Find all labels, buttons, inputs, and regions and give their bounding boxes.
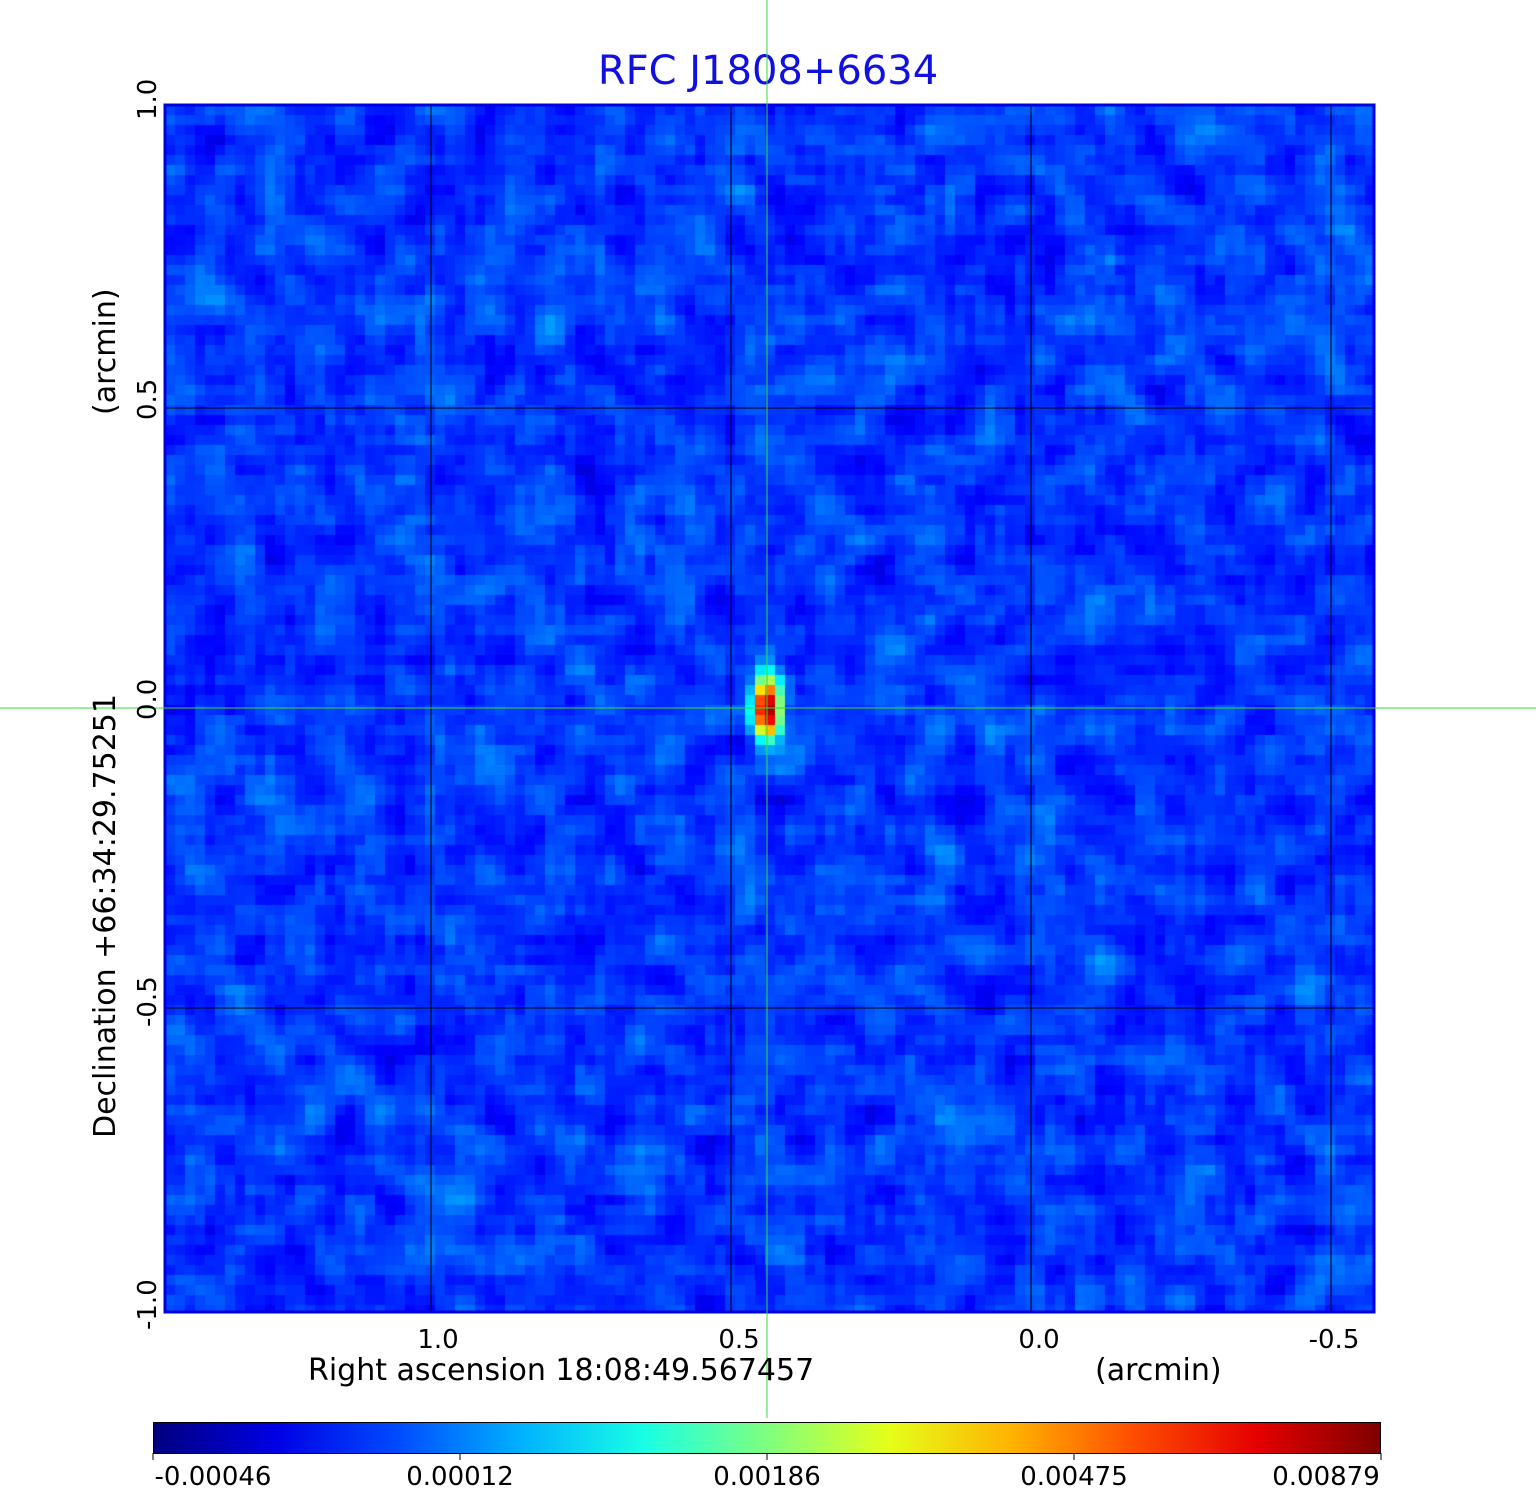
y-tick-label: 0.5 bbox=[133, 378, 163, 420]
y-tick-label: 0.0 bbox=[133, 678, 163, 720]
colorbar bbox=[153, 1422, 1381, 1454]
y-tick-label: -0.5 bbox=[133, 976, 163, 1027]
x-tick-label: 0.0 bbox=[1018, 1325, 1060, 1355]
y-axis-unit: (arcmin) bbox=[88, 288, 123, 415]
y-axis-label: Declination +66:34:29.75251 bbox=[88, 694, 123, 1138]
intensity-map bbox=[165, 105, 1375, 1313]
colorbar-tick-label: 0.00879 bbox=[1272, 1462, 1380, 1492]
x-axis-unit: (arcmin) bbox=[1095, 1353, 1222, 1388]
colorbar-tick-label: -0.00046 bbox=[154, 1462, 272, 1492]
x-tick-label: 0.5 bbox=[718, 1325, 760, 1355]
y-tick-label: 1.0 bbox=[133, 78, 163, 120]
x-axis-label: Right ascension 18:08:49.567457 bbox=[308, 1353, 815, 1388]
colorbar-tick-label: 0.00475 bbox=[1020, 1462, 1128, 1492]
x-tick-label: 1.0 bbox=[417, 1325, 459, 1355]
y-tick-label: -1.0 bbox=[133, 1279, 163, 1330]
plot-title: RFC J1808+6634 bbox=[597, 48, 939, 94]
colorbar-tick-label: 0.00012 bbox=[406, 1462, 514, 1492]
colorbar-tick-label: 0.00186 bbox=[713, 1462, 821, 1492]
x-tick-label: -0.5 bbox=[1308, 1325, 1360, 1355]
